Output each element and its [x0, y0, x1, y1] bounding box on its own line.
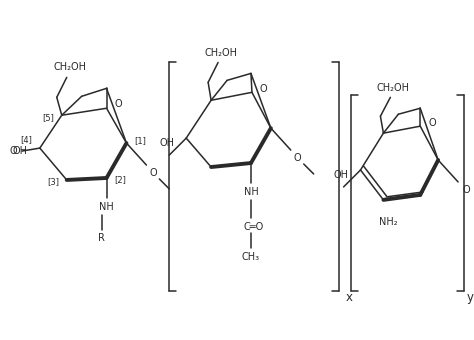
- Text: C═O: C═O: [244, 222, 264, 232]
- Text: O: O: [115, 99, 122, 109]
- Text: CH₂OH: CH₂OH: [377, 83, 410, 94]
- Text: OH: OH: [159, 138, 174, 148]
- Text: O: O: [150, 168, 157, 178]
- Text: [1]: [1]: [135, 137, 146, 146]
- Text: [2]: [2]: [115, 175, 127, 185]
- Text: O: O: [428, 118, 436, 128]
- Text: CH₂OH: CH₂OH: [205, 49, 237, 58]
- Text: [5]: [5]: [42, 113, 54, 122]
- Text: y: y: [467, 291, 474, 305]
- Text: OH: OH: [334, 170, 348, 180]
- Text: O: O: [9, 146, 17, 156]
- Text: [3]: [3]: [47, 177, 59, 186]
- Text: NH₂: NH₂: [379, 217, 398, 227]
- Text: OH: OH: [13, 146, 28, 156]
- Text: NH: NH: [244, 187, 258, 197]
- Text: O: O: [462, 185, 470, 195]
- Text: O: O: [260, 84, 267, 94]
- Text: CH₂OH: CH₂OH: [53, 63, 86, 72]
- Text: R: R: [98, 233, 105, 243]
- Text: CH₃: CH₃: [242, 252, 260, 262]
- Text: x: x: [346, 291, 353, 305]
- Text: [4]: [4]: [20, 136, 32, 144]
- Text: NH: NH: [99, 202, 114, 212]
- Text: O: O: [294, 153, 301, 163]
